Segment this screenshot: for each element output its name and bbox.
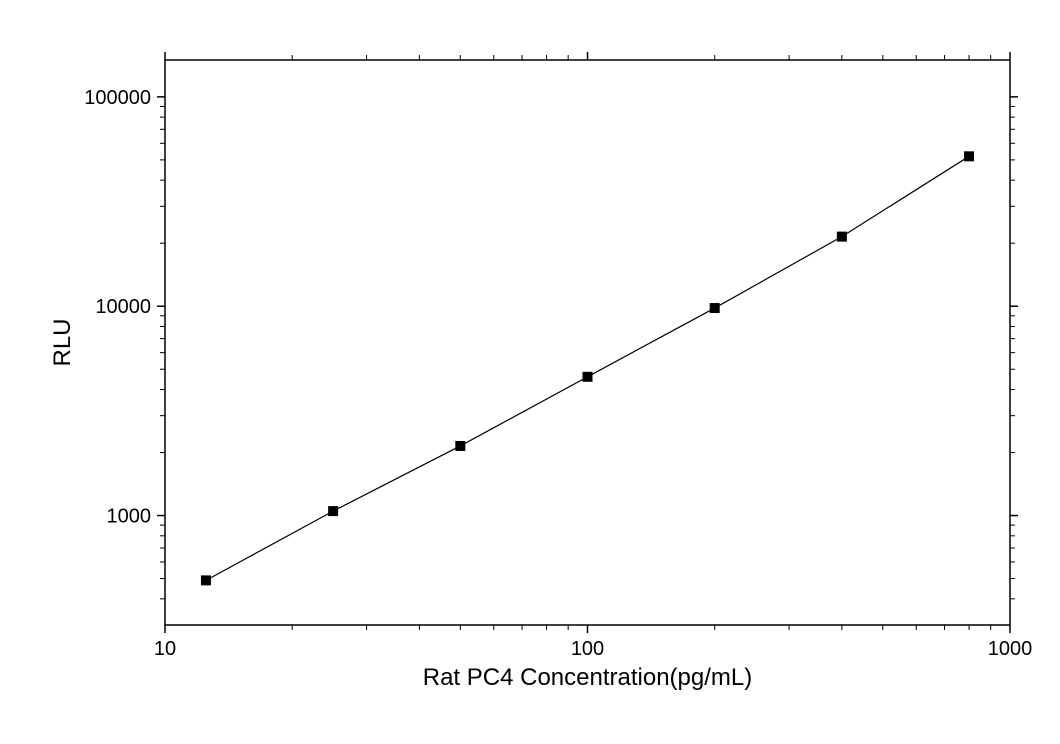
chart-bg [0,0,1060,744]
x-tick-label: 1000 [988,638,1033,660]
x-tick-label: 10 [154,638,176,660]
y-tick-label: 1000 [107,506,152,528]
data-marker [710,304,719,313]
data-marker [456,441,465,450]
data-marker [965,152,974,161]
data-marker [583,372,592,381]
y-tick-label: 10000 [95,296,151,318]
log-log-chart: 10 100 1000 1000 10000 100000 Rat PC4 Concentr… [0,0,1060,744]
data-marker [201,576,210,585]
x-tick-label: 100 [571,638,604,660]
data-marker [329,507,338,516]
y-tick-label: 100000 [84,87,151,109]
x-axis-label: Rat PC4 Concentration(pg/mL) [423,664,752,691]
data-marker [837,232,846,241]
y-axis-label: RLU [49,318,76,366]
